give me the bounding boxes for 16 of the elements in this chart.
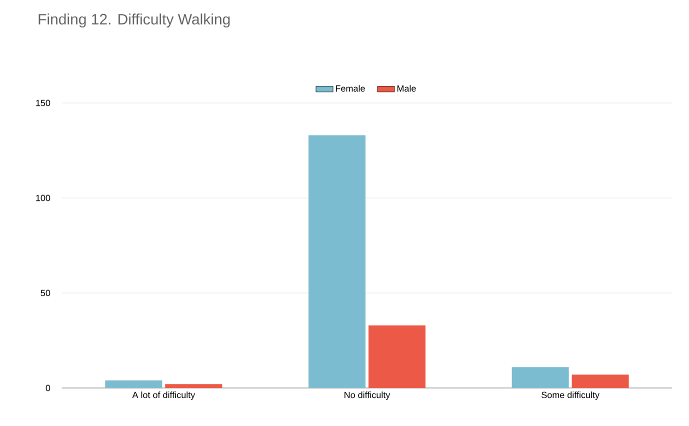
- bar: [368, 325, 426, 388]
- y-tick-label: 50: [40, 290, 50, 296]
- x-tick-label: No difficulty: [344, 392, 390, 400]
- bar: [165, 384, 222, 388]
- bar: [105, 380, 162, 388]
- x-tick-label: A lot of difficulty: [132, 392, 196, 400]
- chart-title: Finding 12. Difficulty Walking: [38, 14, 230, 28]
- y-tick-label: 150: [36, 100, 50, 106]
- legend-label: Male: [397, 85, 416, 92]
- y-tick-label: 100: [36, 194, 50, 202]
- bar: [308, 135, 366, 388]
- x-tick-label: Some difficulty: [542, 392, 600, 400]
- legend-label: Female: [336, 85, 365, 92]
- bar: [512, 367, 569, 388]
- bar: [572, 374, 629, 388]
- y-tick-label: 0: [46, 384, 50, 392]
